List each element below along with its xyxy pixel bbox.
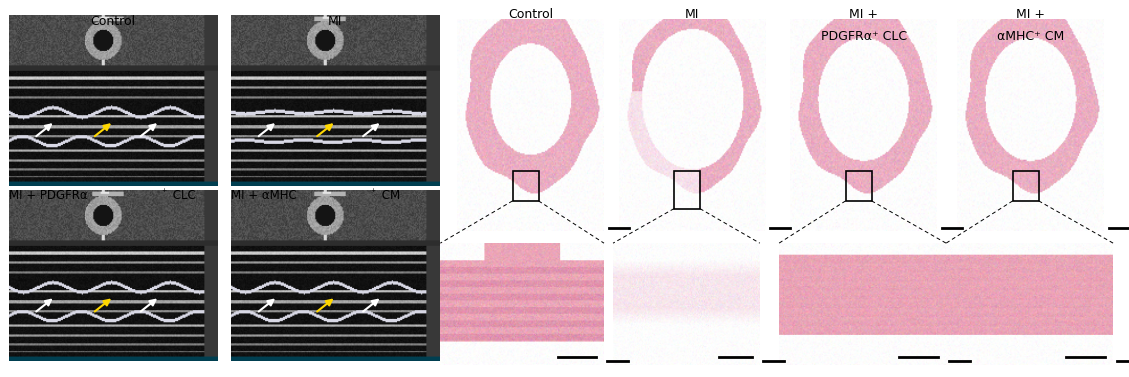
Bar (674, 171, 700, 208)
Text: PDGFRα⁺ CLC: PDGFRα⁺ CLC (821, 30, 907, 43)
Bar (1013, 171, 1039, 201)
Text: MI: MI (329, 15, 342, 28)
Text: MI + PDGFRα: MI + PDGFRα (9, 189, 88, 202)
Text: MI + αMHC: MI + αMHC (231, 189, 297, 202)
Text: Control: Control (508, 8, 553, 20)
Text: ⁺: ⁺ (370, 188, 376, 198)
Text: MI: MI (685, 8, 699, 20)
Text: MI +: MI + (849, 8, 878, 20)
Text: αMHC⁺ CM: αMHC⁺ CM (997, 30, 1065, 43)
Text: MI +: MI + (1016, 8, 1045, 20)
Text: CLC: CLC (169, 189, 196, 202)
Text: ⁺: ⁺ (161, 188, 167, 198)
Text: Control: Control (90, 15, 135, 28)
Bar (513, 171, 539, 201)
Text: CM: CM (378, 189, 401, 202)
Bar (846, 171, 872, 201)
